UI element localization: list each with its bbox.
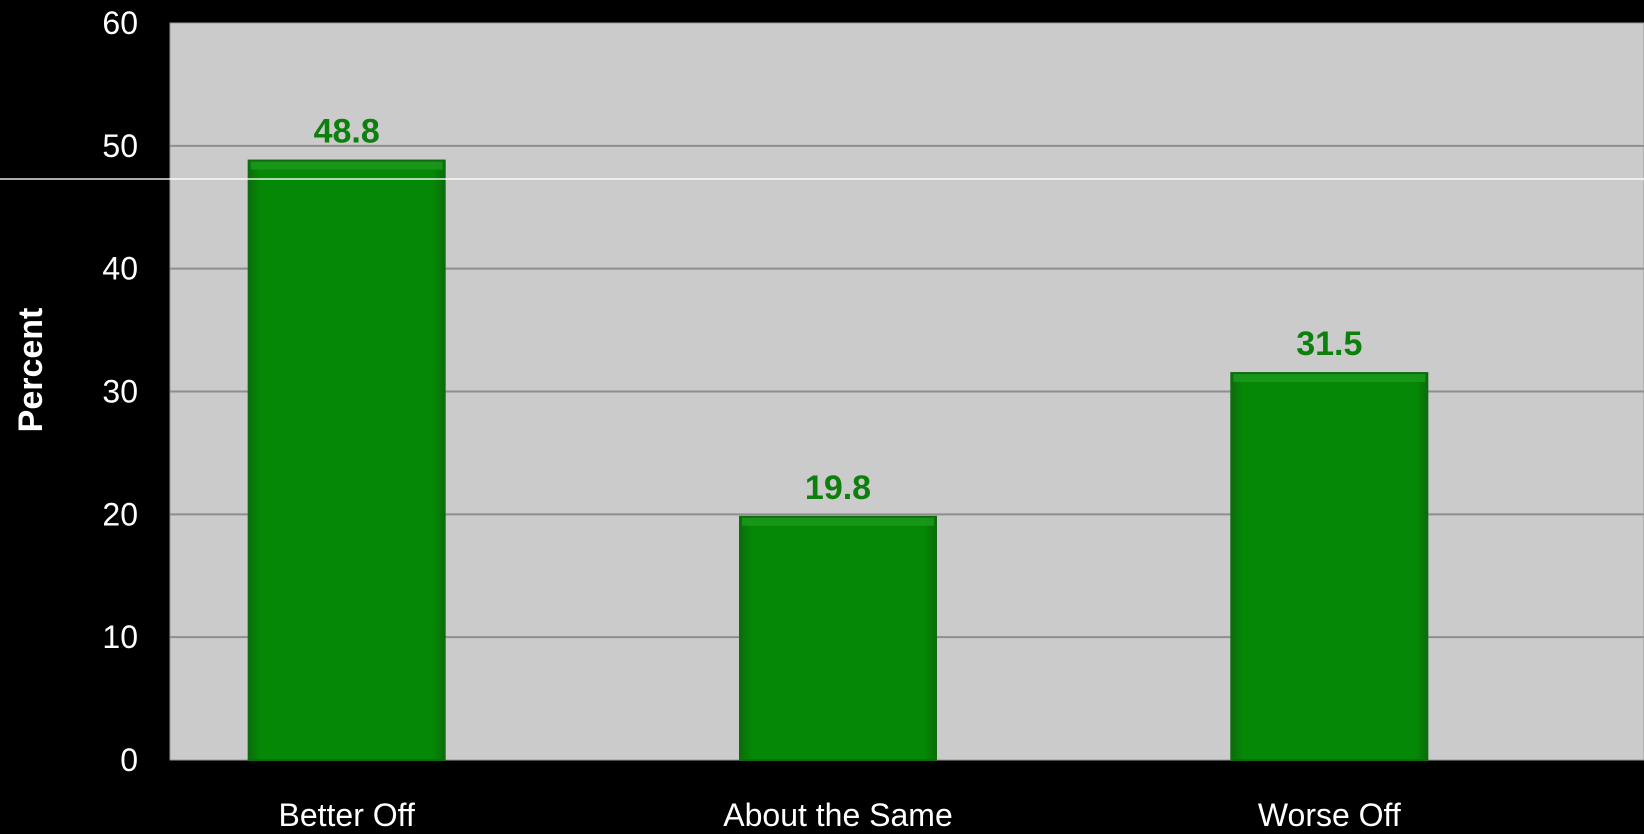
- y-tick-label: 10: [102, 619, 138, 655]
- bars: [247, 159, 1429, 762]
- data-label: 31.5: [1296, 325, 1362, 363]
- y-tick-label: 0: [120, 742, 138, 778]
- y-tick-label: 20: [102, 496, 138, 532]
- bar: [739, 515, 937, 761]
- bar: [1230, 372, 1429, 761]
- bar-highlight: [1233, 374, 1426, 383]
- bar-highlight: [250, 161, 443, 170]
- x-tick-label: About the Same: [723, 797, 952, 833]
- y-axis-ticks: 0 10 20 30 40 50 60: [102, 5, 138, 778]
- y-tick-label: 60: [102, 5, 138, 41]
- bar-highlight: [742, 517, 934, 526]
- value-labels: 48.8 19.8 31.5: [314, 113, 1363, 507]
- bar: [247, 159, 446, 762]
- data-label: 48.8: [314, 113, 380, 151]
- y-tick-label: 30: [102, 374, 138, 410]
- y-axis-title: Percent: [12, 308, 50, 433]
- y-tick-label: 50: [102, 128, 138, 164]
- x-axis-categories: Better Off About the Same Worse Off: [278, 797, 1400, 833]
- x-tick-label: Worse Off: [1258, 797, 1401, 833]
- y-tick-label: 40: [102, 251, 138, 287]
- x-tick-label: Better Off: [278, 797, 414, 833]
- data-label: 19.8: [805, 469, 871, 507]
